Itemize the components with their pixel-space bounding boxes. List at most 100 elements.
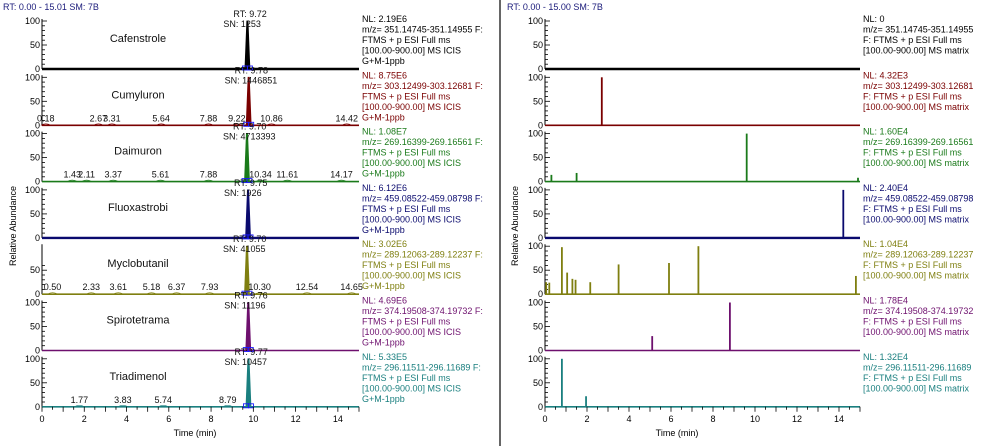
y-tick-label: 100	[25, 298, 40, 308]
minor-peak-label: 2.33	[82, 282, 100, 292]
peak-rt-label: RT: 9.76	[234, 291, 267, 301]
minor-peak-label: 6.37	[168, 282, 186, 292]
minor-peak-label: 0.18	[37, 113, 55, 123]
trace-info-line: m/z= 374.19508-374.19732 F:	[362, 306, 483, 316]
minor-peak	[74, 404, 85, 408]
trace-info-line: m/z= 459.08522-459.08798	[863, 193, 973, 203]
trace-info-line: NL: 8.75E6	[362, 70, 407, 80]
trace-info-line: FTMS + p ESI Full ms	[362, 91, 451, 101]
y-tick-label: 0	[35, 402, 40, 412]
y-tick-label: 50	[30, 378, 40, 388]
peak-rt-label: RT: 9.72	[233, 9, 266, 19]
matrix-peak	[617, 264, 620, 295]
minor-peak	[341, 123, 352, 126]
minor-peak-label: 14.42	[335, 113, 358, 123]
trace-info-line: m/z= 303.12499-303.12681 F:	[362, 81, 483, 91]
right-y-axis-label: Relative Abundance	[510, 186, 520, 266]
trace-info-line: FTMS + p ESI Full ms	[362, 204, 451, 214]
y-tick-label: 0	[35, 346, 40, 356]
trace-info-line: G+M-1ppb	[362, 169, 405, 179]
minor-peak	[336, 179, 347, 182]
minor-peak	[81, 179, 92, 182]
x-tick-label: 8	[710, 414, 715, 424]
minor-peak-label: 5.64	[152, 113, 170, 123]
trace-info-line: FTMS + p ESI Full ms	[362, 373, 451, 383]
minor-peak	[67, 179, 78, 182]
y-tick-label: 50	[533, 40, 543, 50]
x-tick-label: 4	[124, 414, 129, 424]
y-tick-label: 100	[528, 72, 543, 82]
minor-peak-label: 1.77	[71, 395, 89, 405]
y-tick-label: 100	[528, 185, 543, 195]
peak-rt-label: RT: 9.78	[235, 65, 268, 75]
y-tick-label: 0	[35, 120, 40, 130]
y-tick-label: 100	[528, 354, 543, 364]
x-tick-label: 14	[834, 414, 844, 424]
peak-marker	[248, 121, 255, 127]
x-tick-label: 4	[626, 414, 631, 424]
trace-info-line: FTMS + p ESI Full ms	[362, 260, 451, 270]
y-tick-label: 100	[25, 185, 40, 195]
minor-peak-label: 12.54	[296, 282, 319, 292]
minor-peak	[86, 292, 97, 295]
y-tick-label: 0	[35, 289, 40, 299]
y-tick-label: 50	[533, 265, 543, 275]
minor-peak-label: 3.37	[104, 170, 122, 180]
trace-info-line: NL: 3.02E6	[362, 239, 407, 249]
y-tick-label: 50	[30, 265, 40, 275]
trace-info-line: NL: 1.08E7	[362, 127, 407, 137]
minor-peak	[301, 292, 313, 295]
trace-info-line: NL: 1.04E4	[863, 239, 908, 249]
minor-peak	[266, 123, 277, 126]
peak-marker	[247, 347, 254, 352]
trace-info-line: [100.00-900.00] MS ICIS	[362, 383, 461, 393]
x-tick-label: 12	[291, 414, 301, 424]
minor-peak	[108, 179, 119, 182]
x-tick-label: 6	[166, 414, 171, 424]
matrix-peak	[855, 275, 857, 295]
main-peak	[245, 76, 252, 126]
peak-marker	[246, 290, 253, 296]
minor-peak	[231, 123, 243, 126]
trace-info-line: m/z= 351.14745-351.14955	[863, 25, 973, 35]
trace-info-line: [100.00-900.00] MS ICIS	[362, 214, 461, 224]
minor-peak	[47, 292, 58, 295]
trace-info-line: [100.00-900.00] MS ICIS	[362, 158, 461, 168]
trace-info-line: G+M-1ppb	[362, 338, 405, 348]
trace-info-line: m/z= 351.14745-351.14955 F:	[362, 25, 483, 35]
minor-peak	[158, 404, 169, 408]
matrix-peak	[668, 263, 670, 295]
trace-info-line: FTMS + p ESI Full ms	[362, 148, 451, 158]
peak-marker	[246, 178, 253, 184]
minor-peak	[204, 292, 215, 295]
trace-info-line: m/z= 296.11511-296.11689	[863, 362, 971, 372]
minor-peak-label: 0.50	[44, 282, 62, 292]
trace-info-line: [100.00-900.00] MS matrix	[863, 214, 970, 224]
x-tick-label: 14	[333, 414, 343, 424]
trace-info-line: NL: 1.60E4	[863, 127, 908, 137]
trace-info-line: G+M-1ppb	[362, 225, 405, 235]
x-tick-label: 10	[248, 414, 258, 424]
matrix-peak	[574, 279, 577, 295]
trace-info-line: NL: 1.78E4	[863, 296, 908, 306]
minor-peak	[113, 292, 124, 295]
trace-info-line: NL: 0	[863, 14, 885, 24]
minor-peak-label: 5.18	[143, 282, 161, 292]
trace-info-line: [100.00-900.00] MS ICIS	[362, 327, 461, 337]
y-tick-label: 50	[30, 209, 40, 219]
main-peak	[245, 302, 252, 351]
y-tick-label: 100	[25, 129, 40, 139]
matrix-peak	[566, 272, 569, 295]
trace-info-line: NL: 4.69E6	[362, 296, 407, 306]
left-y-axis-label: Relative Abundance	[8, 186, 18, 266]
minor-peak-label: 7.88	[200, 113, 218, 123]
trace-info-line: m/z= 303.12499-303.12681	[863, 81, 973, 91]
peak-rt-label: RT: 9.70	[233, 122, 266, 132]
minor-peak-label: 8.79	[219, 395, 237, 405]
minor-peak-label: 3.61	[110, 282, 128, 292]
